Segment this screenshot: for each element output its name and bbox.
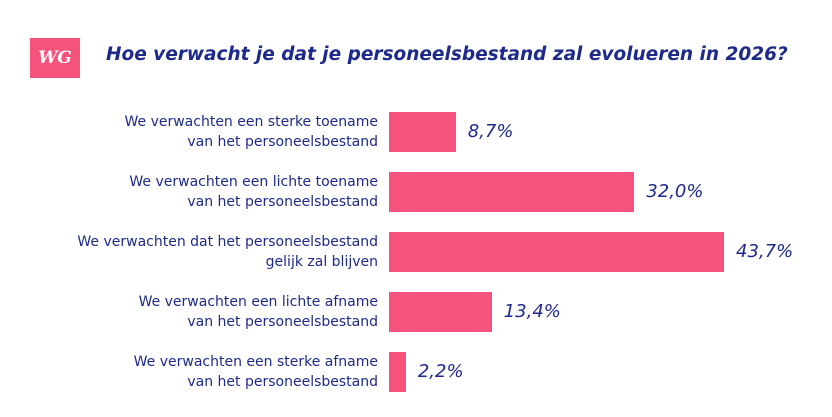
category-label: We verwachten een sterke toename van het…	[124, 114, 378, 150]
bar	[389, 112, 456, 152]
value-label: 13,4%	[503, 301, 561, 322]
category-label: We verwachten een lichte afname van het …	[138, 294, 378, 330]
bar	[389, 172, 635, 212]
bar	[389, 352, 406, 392]
bar	[389, 232, 724, 272]
bar	[389, 292, 492, 332]
category-label: We verwachten dat het personeelsbestand …	[77, 234, 378, 270]
value-label: 8,7%	[467, 121, 514, 142]
logo: WG	[30, 38, 80, 78]
value-label: 2,2%	[417, 361, 464, 382]
category-label: We verwachten een lichte toename van het…	[129, 174, 378, 210]
category-label: We verwachten een sterke afname van het …	[133, 354, 378, 390]
value-label: 43,7%	[736, 241, 794, 262]
value-label: 32,0%	[646, 181, 704, 202]
chart-title: Hoe verwacht je dat je personeelsbestand…	[106, 44, 788, 65]
